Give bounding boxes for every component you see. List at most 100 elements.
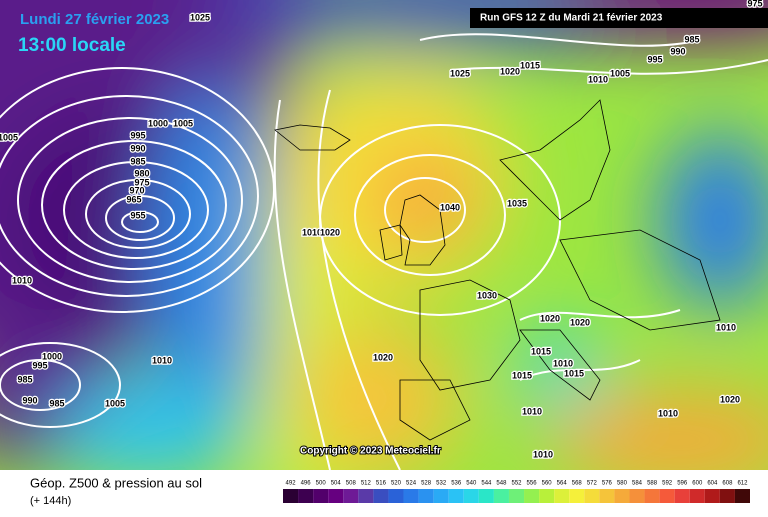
scale-swatch xyxy=(433,489,449,503)
isobar-label: 1010 xyxy=(588,74,608,84)
date: Lundi 27 février 2023 xyxy=(20,11,169,28)
isobar-label: 975 xyxy=(134,177,149,187)
scale-swatch xyxy=(283,489,299,503)
scale-swatch xyxy=(403,489,419,503)
scale-swatch xyxy=(599,489,615,503)
isobar-label: 990 xyxy=(670,46,685,56)
isobar-label: 1015 xyxy=(531,346,551,356)
time: 13:00 locale xyxy=(18,35,126,56)
coastlines xyxy=(274,99,721,441)
scale-swatch xyxy=(704,489,720,503)
isobar-label: 985 xyxy=(17,374,32,384)
legend-title: Géop. Z500 & pression au sol xyxy=(30,475,202,490)
isobar-label: 1010 xyxy=(12,275,32,285)
scale-swatch xyxy=(298,489,314,503)
run-banner xyxy=(470,8,768,28)
scale-label: 504 xyxy=(331,481,342,487)
scale-label: 580 xyxy=(617,481,628,487)
isobar-label: 1020 xyxy=(500,66,520,76)
isobar-label: 1015 xyxy=(520,60,540,70)
isobar-label: 1020 xyxy=(570,317,590,327)
isobar-label: 1010 xyxy=(553,358,573,368)
scale-label: 564 xyxy=(557,481,568,487)
scale-label: 612 xyxy=(737,481,748,487)
scale-swatch xyxy=(313,489,329,503)
isobar-label: 1010 xyxy=(152,355,172,365)
scale-label: 532 xyxy=(436,481,447,487)
scale-label: 544 xyxy=(481,481,492,487)
isobar-label: 1005 xyxy=(173,118,193,128)
scale-label: 560 xyxy=(542,481,553,487)
scale-label: 512 xyxy=(361,481,372,487)
scale-swatch xyxy=(569,489,585,503)
isobar-label: 995 xyxy=(32,360,47,370)
isobar-label: 970 xyxy=(129,185,144,195)
isobar-label: 1025 xyxy=(450,68,470,78)
color-scale: 492 496 500 504 508 512 516 520 524 528 532 536 540 5… xyxy=(283,481,750,503)
scale-swatch xyxy=(734,489,750,503)
scale-swatch xyxy=(719,489,735,503)
isobar-label: 980 xyxy=(134,168,149,178)
scale-label: 492 xyxy=(286,481,297,487)
scale-label: 572 xyxy=(587,481,598,487)
scale-swatch xyxy=(659,489,675,503)
isobar-label: 1015 xyxy=(512,370,532,380)
scale-label: 556 xyxy=(527,481,538,487)
isobar-label: 1025 xyxy=(190,12,210,22)
isobar-label: 965 xyxy=(126,194,141,204)
isobar-label: 1010 xyxy=(658,408,678,418)
isobar-label: 1040 xyxy=(440,202,460,212)
isobar-label: 1005 xyxy=(0,132,18,142)
isobar-label: 985 xyxy=(684,34,699,44)
isobar-label: 1020 xyxy=(720,394,740,404)
isobar-label: 1010 xyxy=(302,227,322,237)
scale-swatch xyxy=(584,489,600,503)
scale-swatch xyxy=(539,489,555,503)
scale-label: 588 xyxy=(647,481,658,487)
scale-label: 608 xyxy=(722,481,733,487)
scale-label: 528 xyxy=(421,481,432,487)
isobar-label: 1020 xyxy=(540,313,560,323)
isobar-label: 1010 xyxy=(522,406,542,416)
scale-label: 536 xyxy=(451,481,462,487)
scale-swatch xyxy=(478,489,494,503)
scale-label: 548 xyxy=(496,481,507,487)
isobar-label: 1005 xyxy=(610,68,630,78)
isobar-label: 990 xyxy=(22,395,37,405)
scale-label: 540 xyxy=(466,481,477,487)
isobar-label: 1005 xyxy=(105,398,125,408)
scale-label: 568 xyxy=(572,481,583,487)
isobar-label: 1015 xyxy=(564,368,584,378)
scale-label: 500 xyxy=(316,481,327,487)
scale-swatch xyxy=(614,489,630,503)
isobar-label: 995 xyxy=(130,130,145,140)
scale-swatch xyxy=(448,489,464,503)
isobars xyxy=(0,33,768,470)
scale-swatch xyxy=(463,489,479,503)
scale-label: 596 xyxy=(677,481,688,487)
isobar-label: 1010 xyxy=(716,322,736,332)
isobar-label: 1020 xyxy=(373,352,393,362)
scale-label: 576 xyxy=(602,481,613,487)
scale-swatch xyxy=(388,489,404,503)
scale-swatch xyxy=(493,489,509,503)
scale-swatch xyxy=(508,489,525,503)
scale-swatch xyxy=(343,489,359,503)
scale-swatch xyxy=(418,489,434,503)
scale-swatch xyxy=(674,489,690,503)
scale-swatch xyxy=(644,489,660,503)
scale-label: 604 xyxy=(707,481,718,487)
scale-swatch xyxy=(328,489,344,503)
run-info: Run GFS 12 Z du Mardi 21 février 2023 xyxy=(480,13,663,24)
isobar-label: 1035 xyxy=(507,198,527,208)
scale-swatch xyxy=(554,489,570,503)
isobar-label: 1010 xyxy=(533,449,553,459)
isobar-label: 1000 xyxy=(148,118,168,128)
scale-swatch xyxy=(358,489,374,503)
scale-label: 584 xyxy=(632,481,643,487)
scale-label: 524 xyxy=(406,481,417,487)
isobar-label: 985 xyxy=(49,398,64,408)
scale-label: 508 xyxy=(346,481,357,487)
